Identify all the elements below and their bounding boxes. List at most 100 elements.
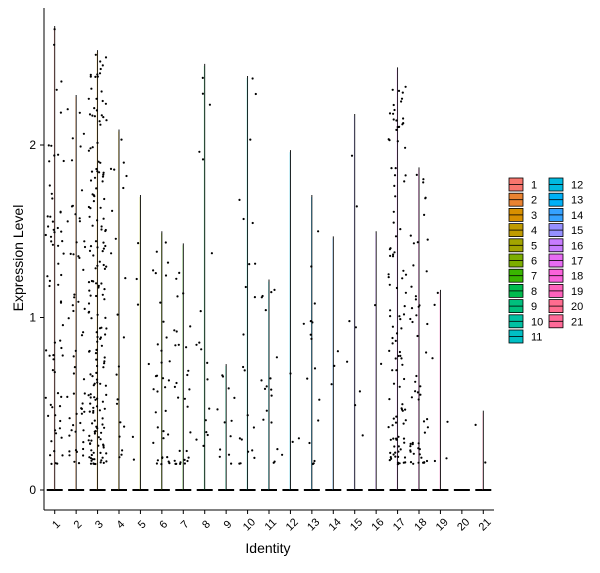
data-point	[100, 326, 103, 329]
data-point	[82, 331, 85, 334]
data-point	[52, 228, 55, 231]
data-point	[57, 262, 60, 265]
data-point	[125, 174, 128, 178]
data-point	[198, 341, 201, 344]
data-point	[397, 435, 400, 438]
data-point	[394, 455, 397, 458]
data-point	[426, 322, 429, 326]
data-point	[390, 167, 393, 170]
data-point	[318, 398, 321, 401]
data-point	[252, 426, 255, 429]
data-point	[394, 451, 397, 454]
data-point	[120, 138, 123, 141]
data-point	[238, 198, 241, 201]
data-point	[92, 254, 95, 257]
data-point	[135, 277, 138, 281]
x-tick-label: 18	[412, 516, 429, 533]
data-point	[105, 119, 108, 122]
data-point	[254, 262, 257, 265]
data-point	[227, 387, 230, 390]
data-point	[164, 409, 167, 412]
data-point	[409, 450, 412, 453]
data-point	[206, 361, 209, 364]
data-point	[115, 402, 119, 405]
data-point	[89, 457, 93, 460]
data-point	[410, 396, 413, 399]
data-point	[53, 341, 57, 344]
data-point	[422, 178, 425, 181]
data-point	[89, 462, 93, 465]
data-point	[388, 112, 392, 115]
data-point	[58, 405, 62, 408]
data-point	[154, 411, 157, 414]
data-point	[401, 363, 404, 366]
data-point	[401, 277, 404, 280]
data-point	[95, 378, 99, 381]
data-point	[354, 326, 357, 329]
x-tick-label: 14	[327, 516, 344, 533]
x-tick-label: 11	[263, 517, 280, 534]
data-point	[395, 369, 398, 372]
legend-label: 4	[531, 225, 537, 237]
data-point	[61, 240, 64, 243]
data-point	[91, 224, 94, 227]
data-point	[44, 233, 47, 237]
data-point	[436, 291, 439, 294]
data-point	[474, 423, 477, 426]
data-point	[162, 320, 165, 323]
data-point	[91, 375, 94, 378]
data-point	[102, 461, 105, 464]
data-point	[102, 366, 105, 369]
data-point	[404, 408, 407, 411]
data-point	[90, 279, 93, 283]
data-point	[188, 388, 191, 391]
data-point	[100, 459, 103, 462]
data-point	[174, 462, 177, 465]
data-point	[99, 451, 102, 454]
data-point	[99, 161, 102, 164]
data-point	[110, 252, 113, 255]
data-point	[392, 118, 395, 121]
data-point	[82, 132, 85, 135]
data-point	[72, 309, 75, 313]
data-point	[96, 335, 99, 339]
data-point	[75, 241, 78, 244]
data-point	[90, 439, 93, 442]
data-point	[96, 170, 99, 173]
data-point	[87, 394, 90, 397]
data-point	[244, 285, 247, 289]
data-point	[423, 213, 426, 216]
data-point	[394, 357, 397, 360]
data-point	[387, 276, 390, 279]
data-point	[412, 462, 415, 465]
data-point	[291, 440, 294, 443]
data-point	[102, 116, 105, 119]
data-point	[230, 462, 233, 465]
data-point	[400, 357, 403, 360]
data-point	[104, 244, 107, 248]
data-point	[78, 111, 81, 114]
data-point	[208, 407, 211, 410]
data-point	[101, 423, 104, 426]
data-point	[45, 349, 48, 352]
data-point	[66, 395, 69, 398]
data-point	[89, 393, 92, 396]
data-point	[219, 448, 222, 451]
data-point	[392, 210, 395, 213]
legend-label: 20	[571, 301, 583, 313]
data-point	[249, 138, 252, 141]
data-point	[80, 334, 84, 337]
data-point	[395, 119, 398, 122]
data-point	[242, 333, 245, 336]
x-tick-label: 15	[348, 516, 365, 533]
data-point	[251, 449, 254, 452]
data-point	[118, 456, 121, 459]
data-point	[201, 76, 204, 79]
data-point	[91, 114, 94, 117]
data-point	[418, 453, 421, 456]
data-point	[57, 153, 60, 156]
data-point	[399, 354, 402, 357]
data-point	[47, 225, 50, 228]
data-point	[88, 249, 92, 252]
